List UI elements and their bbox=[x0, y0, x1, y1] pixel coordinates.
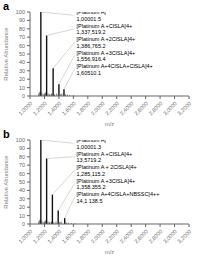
svg-text:1,4000: 1,4000 bbox=[46, 100, 62, 116]
svg-text:10: 10 bbox=[19, 85, 25, 91]
svg-text:2,4000: 2,4000 bbox=[119, 100, 135, 116]
svg-text:14,1 138.5: 14,1 138.5 bbox=[77, 198, 103, 204]
html-text:b: b bbox=[3, 128, 10, 140]
svg-text:Relative Abundance: Relative Abundance bbox=[8, 155, 9, 209]
svg-text:60: 60 bbox=[19, 171, 25, 177]
svg-text:1,0000: 1,0000 bbox=[17, 100, 33, 116]
svg-text:[Platinum A]: [Platinum A] bbox=[77, 140, 107, 143]
svg-text:1,6000: 1,6000 bbox=[61, 100, 77, 116]
svg-text:3,2000: 3,2000 bbox=[176, 228, 189, 244]
svg-text:1,337,519.2: 1,337,519.2 bbox=[77, 29, 106, 35]
svg-text:90: 90 bbox=[19, 17, 25, 23]
svg-text:20: 20 bbox=[19, 76, 25, 82]
svg-text:2,0000: 2,0000 bbox=[90, 228, 106, 244]
svg-text:[Platinum A +2ClSLA]4+: [Platinum A +2ClSLA]4+ bbox=[77, 36, 136, 42]
svg-text:1,285,115.2: 1,285,115.2 bbox=[77, 171, 106, 177]
svg-text:0: 0 bbox=[22, 93, 25, 99]
svg-text:[Platinum A +3ClSLA]4+: [Platinum A +3ClSLA]4+ bbox=[77, 50, 136, 56]
svg-text:2,6000: 2,6000 bbox=[133, 100, 149, 116]
svg-text:80: 80 bbox=[19, 154, 25, 160]
svg-text:2,0000: 2,0000 bbox=[90, 100, 106, 116]
svg-text:[Platinum A +ClSLA]4+: [Platinum A +ClSLA]4+ bbox=[77, 23, 133, 29]
svg-text:30: 30 bbox=[19, 196, 25, 202]
svg-text:80: 80 bbox=[19, 26, 25, 32]
svg-text:2,2000: 2,2000 bbox=[104, 100, 120, 116]
svg-text:3,2000: 3,2000 bbox=[176, 100, 189, 116]
svg-text:2,6000: 2,6000 bbox=[133, 228, 149, 244]
svg-text:1,386,765.2: 1,386,765.2 bbox=[77, 43, 106, 49]
svg-text:1,0000: 1,0000 bbox=[17, 228, 33, 244]
svg-text:[Platinum A + 2ClSLA]4+: [Platinum A + 2ClSLA]4+ bbox=[77, 164, 137, 170]
svg-text:[Platinum A +3ClSLA]4+: [Platinum A +3ClSLA]4+ bbox=[77, 178, 136, 184]
svg-text:50: 50 bbox=[19, 51, 25, 57]
svg-text:70: 70 bbox=[19, 34, 25, 40]
svg-text:m/z: m/z bbox=[105, 121, 115, 127]
svg-text:60: 60 bbox=[19, 43, 25, 49]
svg-text:1,556,916.4: 1,556,916.4 bbox=[77, 56, 106, 62]
svg-text:2,8000: 2,8000 bbox=[147, 100, 163, 116]
svg-text:1,358,355.2: 1,358,355.2 bbox=[77, 184, 106, 190]
svg-text:50: 50 bbox=[19, 179, 25, 185]
svg-text:1,6000: 1,6000 bbox=[61, 228, 77, 244]
svg-text:[Platinum A]: [Platinum A] bbox=[77, 12, 107, 15]
svg-text:m/z: m/z bbox=[105, 249, 115, 255]
svg-text:1,8000: 1,8000 bbox=[75, 228, 91, 244]
html-text:a: a bbox=[3, 0, 10, 12]
svg-text:40: 40 bbox=[19, 187, 25, 193]
svg-text:[Platinum A +ClSLA]4+: [Platinum A +ClSLA]4+ bbox=[77, 151, 133, 157]
svg-text:1,00001.5: 1,00001.5 bbox=[77, 16, 101, 22]
svg-text:1,4000: 1,4000 bbox=[46, 228, 62, 244]
svg-text:2,8000: 2,8000 bbox=[147, 228, 163, 244]
svg-text:3,0000: 3,0000 bbox=[162, 228, 178, 244]
svg-text:10: 10 bbox=[19, 213, 25, 219]
svg-text:100: 100 bbox=[16, 137, 25, 143]
svg-text:100: 100 bbox=[16, 9, 25, 15]
svg-text:90: 90 bbox=[19, 145, 25, 151]
svg-text:1,2000: 1,2000 bbox=[32, 228, 48, 244]
svg-text:[Platinum A+4ClSLA+NBSSC]4++: [Platinum A+4ClSLA+NBSSC]4++ bbox=[77, 191, 160, 197]
svg-text:0: 0 bbox=[22, 221, 25, 227]
svg-text:30: 30 bbox=[19, 68, 25, 74]
svg-text:70: 70 bbox=[19, 162, 25, 168]
svg-text:40: 40 bbox=[19, 59, 25, 65]
svg-text:Relative Abundance: Relative Abundance bbox=[8, 27, 9, 81]
svg-text:1,60510.1: 1,60510.1 bbox=[77, 70, 101, 76]
svg-text:13,5719.2: 13,5719.2 bbox=[77, 157, 101, 163]
svg-text:[Platinum A+4ClSLA+ClSLA]4+: [Platinum A+4ClSLA+ClSLA]4+ bbox=[77, 63, 153, 69]
svg-text:1,8000: 1,8000 bbox=[75, 100, 91, 116]
svg-text:1,00001.3: 1,00001.3 bbox=[77, 144, 101, 150]
svg-text:2,2000: 2,2000 bbox=[104, 228, 120, 244]
svg-text:2,4000: 2,4000 bbox=[119, 228, 135, 244]
svg-text:1,2000: 1,2000 bbox=[32, 100, 48, 116]
svg-text:20: 20 bbox=[19, 204, 25, 210]
svg-text:3,0000: 3,0000 bbox=[162, 100, 178, 116]
